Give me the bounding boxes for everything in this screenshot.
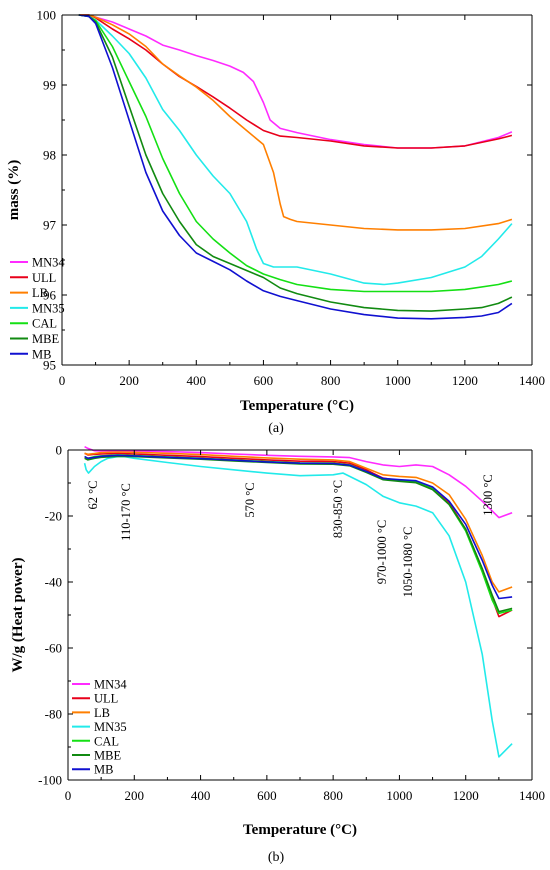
y-tick-label: 96: [43, 288, 57, 303]
series-line-mn35: [83, 455, 513, 758]
panel-b: (b) 0 200 400 600 800 1000 1200 1400 0 -20 -40 -60 -…: [10, 443, 545, 866]
x-tick-label: 200: [125, 788, 145, 803]
annotation-label: 1050-1080 °C: [401, 527, 415, 598]
y-tick-label: 97: [43, 218, 57, 233]
x-axis-label: Temperature (°C): [240, 398, 354, 414]
series-line-mb: [78, 14, 513, 320]
y-tick-label: -60: [45, 641, 62, 656]
x-tick-label: 400: [187, 373, 207, 388]
x-tick-label: 1000: [385, 373, 411, 388]
series-line-mbe: [78, 14, 513, 312]
panel-b-label: (b): [268, 850, 285, 865]
y-tick-label: 95: [43, 358, 56, 373]
legend-label-cal: CAL: [94, 734, 119, 748]
panel-a: (a) 0 200 400 600 800 1000 1200 1400 95 96 97 98 99 1…: [6, 8, 545, 437]
annotation-label: 110-170 °C: [119, 483, 133, 541]
series-line-ull: [78, 14, 513, 149]
legend-label-mb: MB: [94, 763, 113, 777]
legend-label-mb: MB: [32, 347, 51, 361]
x-tick-label: 1400: [519, 788, 545, 803]
series-line-mn34: [78, 14, 513, 149]
panel-a-label: (a): [268, 421, 284, 436]
legend-label-mn34: MN34: [32, 256, 65, 270]
y-tick-label: -40: [45, 575, 62, 590]
x-tick-label: 1400: [519, 373, 545, 388]
legend-label-lb: LB: [94, 706, 110, 720]
y-tick-label: 98: [43, 148, 56, 163]
legend-label-lb: LB: [32, 286, 48, 300]
legend-label-mn35: MN35: [32, 301, 65, 315]
legend-label-ull: ULL: [32, 271, 56, 285]
y-tick-label: 100: [37, 8, 57, 23]
annotation-label: 570 °C: [243, 482, 257, 517]
series-line-lb: [84, 451, 513, 593]
series-line-mb: [84, 454, 513, 600]
legend-label-mn34: MN34: [94, 678, 127, 692]
x-tick-label: 1200: [453, 788, 479, 803]
legend-label-ull: ULL: [94, 692, 118, 706]
y-axis-label: mass (%): [6, 160, 22, 220]
x-tick-label: 600: [254, 373, 274, 388]
x-tick-label: 0: [65, 788, 72, 803]
annotation-label: 62 °C: [86, 481, 100, 510]
x-tick-label: 800: [321, 373, 341, 388]
y-tick-label: -80: [45, 707, 62, 722]
legend-label-mbe: MBE: [32, 332, 59, 346]
series-line-mn34: [84, 445, 513, 519]
series-line-cal: [78, 14, 513, 293]
x-tick-label: 0: [59, 373, 66, 388]
series-line-mn35: [78, 14, 513, 286]
x-tick-label: 200: [119, 373, 139, 388]
x-tick-label: 800: [323, 788, 343, 803]
legend-label-mbe: MBE: [94, 749, 121, 763]
x-axis-label: Temperature (°C): [243, 822, 357, 838]
series-line-lb: [78, 14, 513, 231]
legend-label-mn35: MN35: [94, 720, 127, 734]
y-tick-label: -100: [38, 773, 62, 788]
x-tick-label: 400: [191, 788, 211, 803]
annotation-label: 970-1000 °C: [375, 520, 389, 584]
annotation-label: 1300 °C: [481, 474, 495, 515]
y-axis-label: W/g (Heat power): [10, 558, 26, 673]
y-tick-label: 0: [56, 443, 63, 458]
annotation-label: 830-850 °C: [331, 480, 345, 538]
y-tick-label: 99: [43, 78, 56, 93]
x-tick-label: 1000: [386, 788, 412, 803]
y-tick-label: -20: [45, 509, 62, 524]
x-tick-label: 1200: [452, 373, 478, 388]
legend-label-cal: CAL: [32, 317, 57, 331]
x-tick-label: 600: [257, 788, 277, 803]
